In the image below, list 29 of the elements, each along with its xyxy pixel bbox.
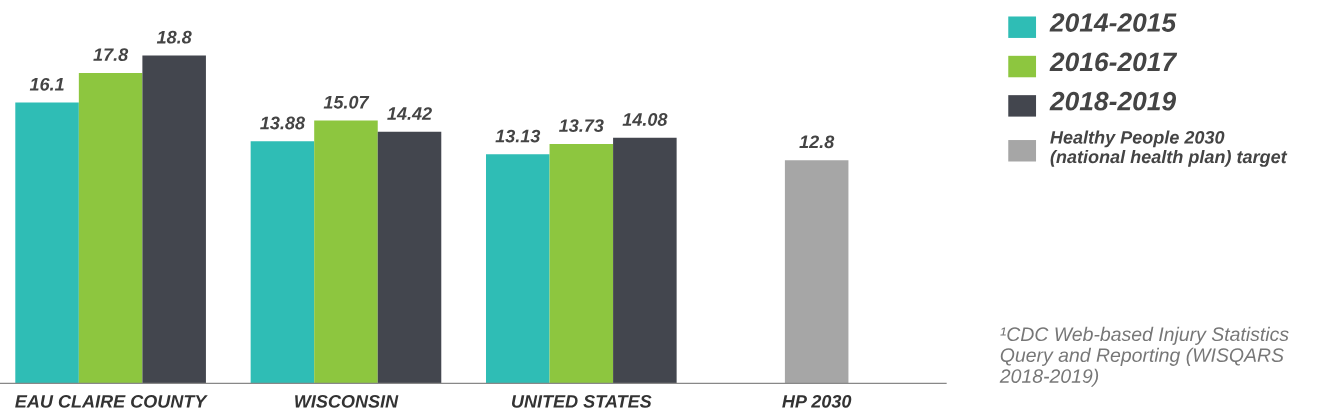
legend-label: 2018-2019	[1049, 91, 1177, 111]
data-label: 13.13	[495, 129, 541, 143]
bar	[15, 102, 79, 384]
bar	[377, 131, 442, 384]
bar	[613, 137, 677, 384]
data-label: 16.1	[29, 77, 64, 91]
data-label: 15.07	[323, 95, 370, 109]
x-tick-label: EAU CLAIRE COUNTY	[15, 394, 208, 408]
bar	[784, 160, 849, 384]
data-label: 17.8	[93, 48, 129, 62]
legend-label: 2016-2017	[1049, 52, 1178, 72]
data-label: 13.88	[260, 116, 305, 130]
legend-label: Healthy People 2030 (national health plan) target	[1050, 130, 1288, 167]
bar	[549, 143, 614, 384]
data-label: 14.08	[622, 113, 668, 126]
legend-label: 2014-2015	[1049, 13, 1177, 32]
bar	[78, 72, 143, 384]
data-label: 13.73	[559, 119, 604, 132]
bar	[250, 141, 315, 384]
bar	[142, 55, 206, 384]
data-label: 12.8	[799, 135, 835, 149]
x-tick-label: UNITED STATES	[511, 394, 652, 408]
data-label: 14.42	[387, 107, 432, 120]
bar	[314, 120, 378, 384]
text: ¹CDC Web-based Injury Statistics Query and Reporting (WISQARS 2018-2019)	[999, 326, 1289, 387]
x-tick-label: WISCONSIN	[295, 394, 399, 408]
bar	[486, 154, 550, 384]
x-tick-label: HP 2030	[782, 394, 852, 408]
data-label: 18.8	[156, 30, 192, 44]
